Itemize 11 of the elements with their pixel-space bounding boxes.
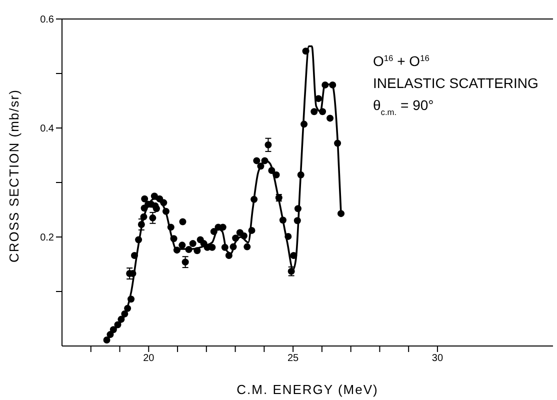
annotation: O$^{16}$ + O$^{16}$ — [373, 53, 430, 69]
x-tick-label: 20 — [143, 353, 155, 364]
annotation: θ$_{c.m.}$ = 90° — [373, 97, 434, 117]
y-axis-title: CROSS SECTION (mb/sr) — [6, 89, 22, 262]
x-tick-label: 30 — [432, 353, 444, 364]
y-tick-label: 0.4 — [40, 124, 54, 135]
x-tick-label: 25 — [287, 353, 300, 364]
y-tick-label: 0.2 — [40, 232, 54, 244]
annotation: INELASTIC SCATTERING — [373, 75, 538, 91]
x-axis-title: C.M. ENERGY (MeV) — [236, 382, 378, 397]
y-tick-label: 0.6 — [40, 14, 54, 26]
